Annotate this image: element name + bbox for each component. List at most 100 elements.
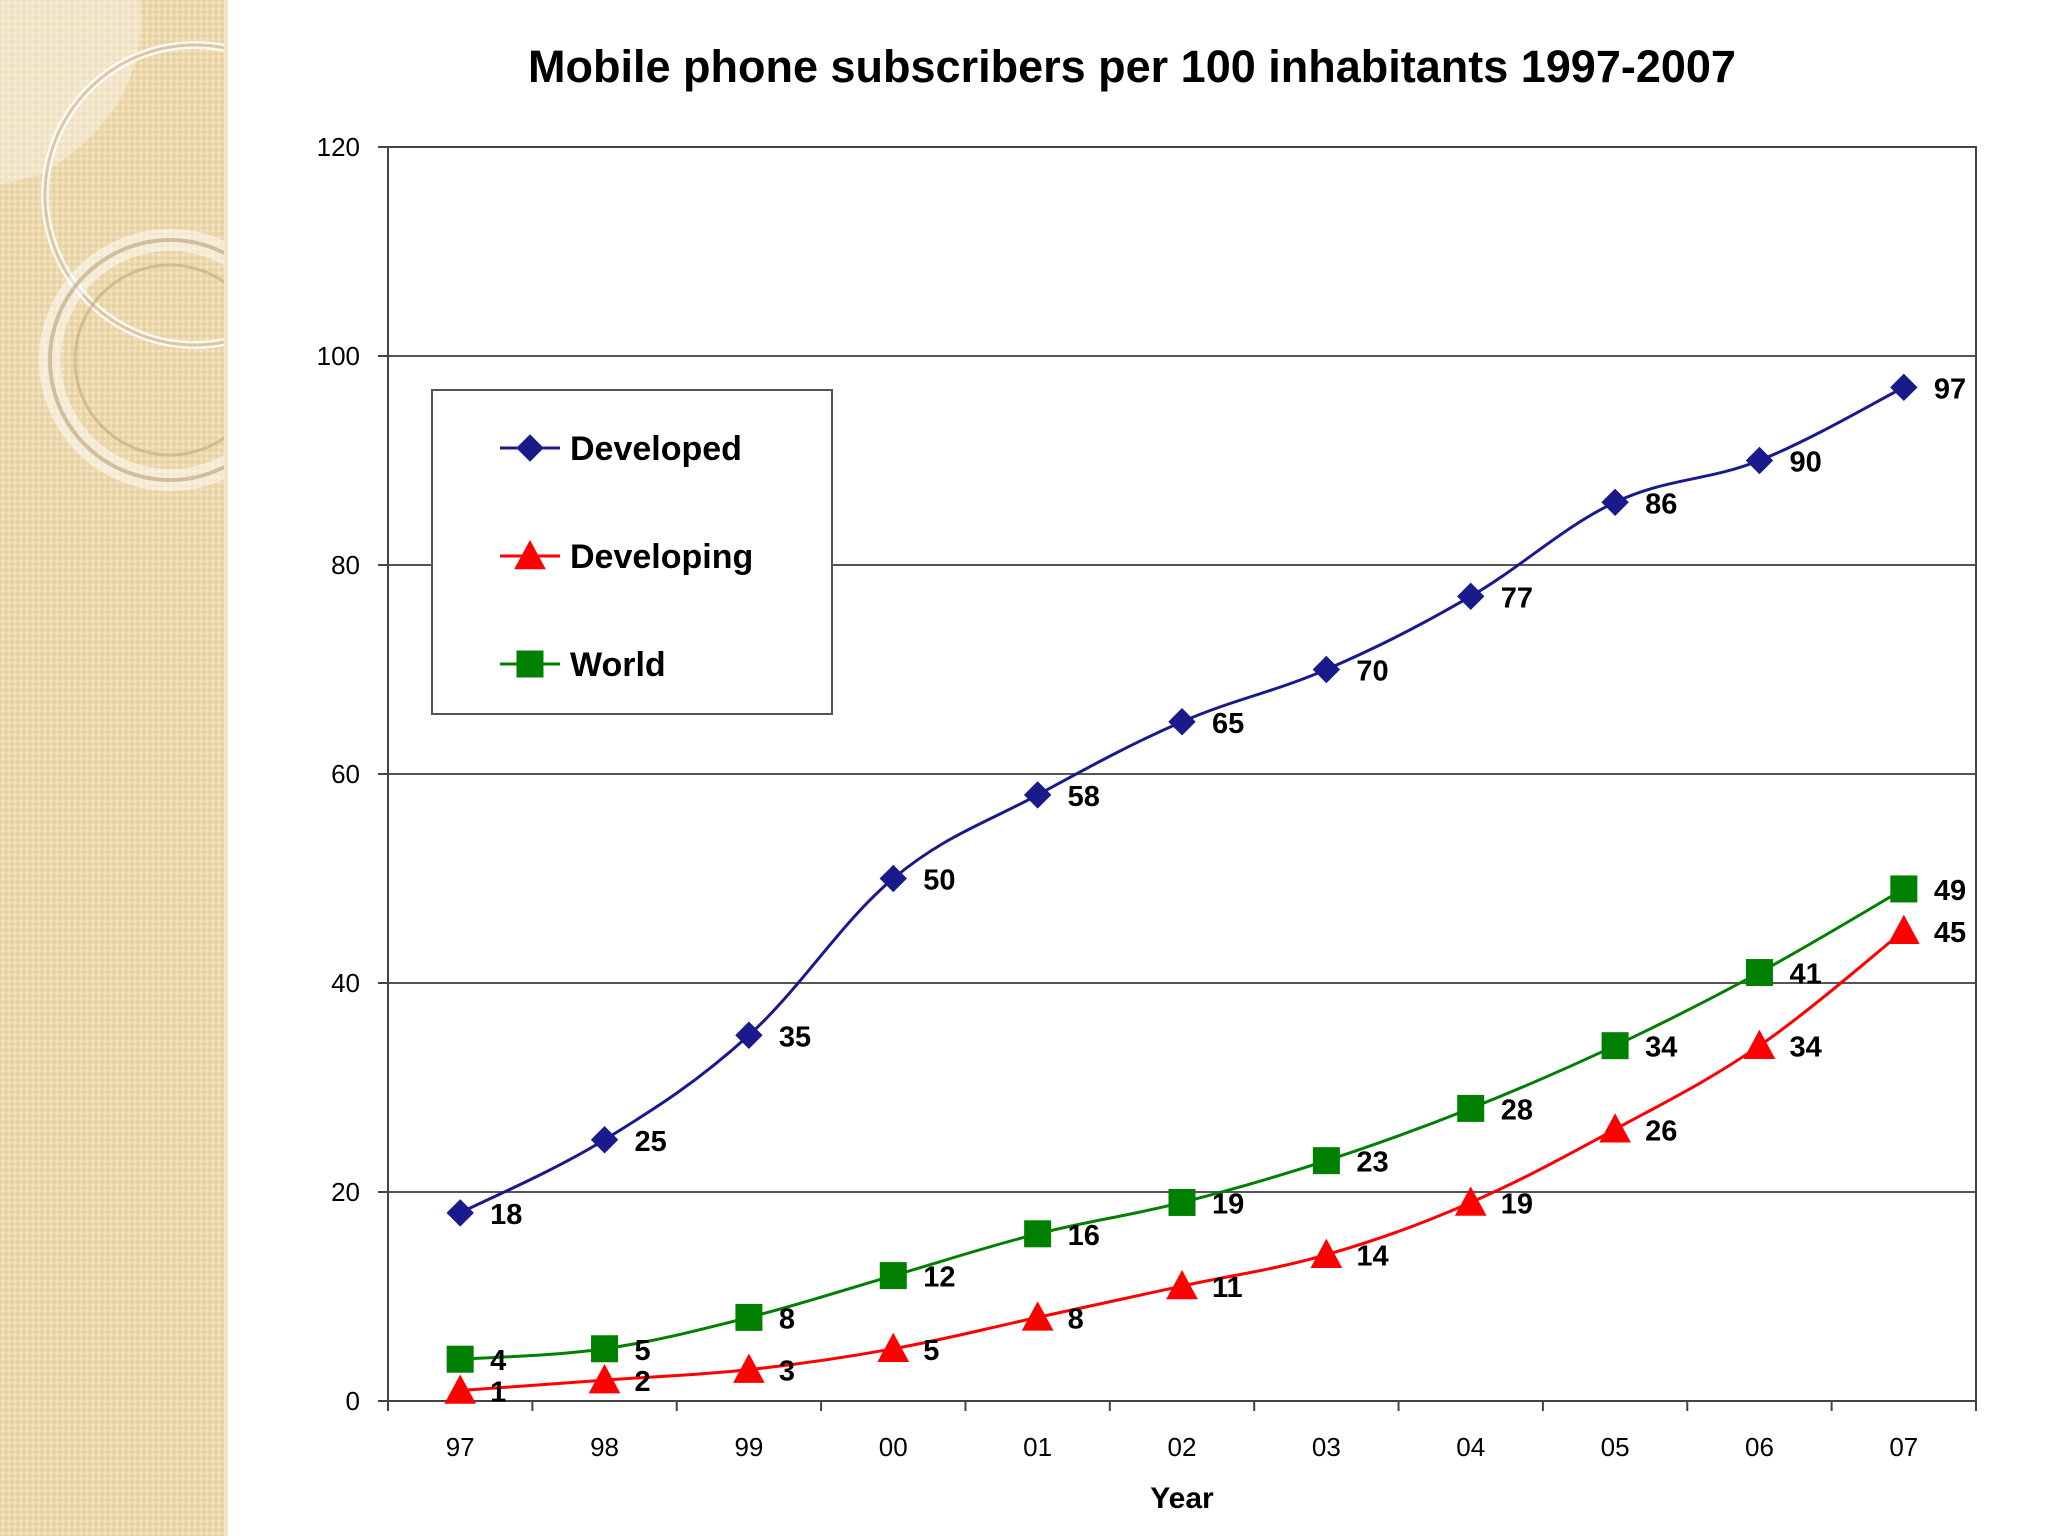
developed-marker: [1890, 373, 1918, 402]
developed-marker: [735, 1021, 763, 1049]
developing-data-label: 3: [779, 1356, 795, 1388]
developing-marker: [1166, 1269, 1198, 1300]
legend-world-icon: [516, 650, 544, 678]
developed-marker: [590, 1126, 619, 1154]
x-tick-label: 02: [1168, 1432, 1197, 1462]
developed-marker: [1457, 582, 1485, 611]
developing-data-label: 2: [635, 1366, 651, 1398]
developing-data-label: 19: [1501, 1188, 1533, 1220]
legend-item-developed: Developed: [500, 430, 742, 468]
x-tick-label: 06: [1745, 1432, 1774, 1462]
legend-developed-icon: [516, 434, 544, 462]
developing-data-label: 8: [1068, 1303, 1084, 1335]
world-marker: [1168, 1188, 1196, 1216]
x-tick-label: 01: [1023, 1432, 1052, 1462]
world-marker: [1601, 1032, 1629, 1060]
decorative-rings-icon: [0, 0, 228, 491]
series-line-developing: [460, 929, 1905, 1393]
developing-marker: [1310, 1238, 1343, 1268]
developed-marker: [879, 864, 907, 893]
world-data-label: 19: [1212, 1188, 1244, 1220]
world-data-label: 5: [635, 1335, 651, 1367]
developed-marker: [1745, 446, 1774, 475]
developing-data-label: 1: [490, 1377, 506, 1409]
legend-label-world: World: [570, 646, 666, 684]
x-tick-label: 00: [879, 1432, 908, 1462]
x-tick-label: 97: [446, 1432, 475, 1462]
world-marker: [735, 1303, 763, 1331]
world-data-label: 8: [779, 1303, 795, 1335]
developed-data-label: 70: [1356, 656, 1388, 688]
developing-data-label: 34: [1789, 1032, 1821, 1064]
developing-data-label: 14: [1356, 1241, 1388, 1273]
x-tick-label: 98: [590, 1432, 619, 1462]
x-tick-label: 99: [734, 1432, 763, 1462]
developed-data-label: 18: [490, 1199, 522, 1231]
world-marker: [879, 1262, 907, 1290]
world-marker: [446, 1345, 474, 1373]
legend-label-developed: Developed: [570, 430, 742, 468]
developing-marker: [1887, 914, 1920, 944]
developing-marker: [733, 1353, 765, 1383]
decorative-sidebar: [0, 0, 228, 1536]
developing-data-label: 26: [1645, 1115, 1677, 1147]
developed-data-label: 90: [1789, 447, 1821, 479]
developed-data-label: 58: [1068, 781, 1100, 813]
developed-data-label: 35: [779, 1021, 811, 1053]
y-tick-label: 40: [331, 968, 360, 998]
world-marker: [1745, 959, 1773, 987]
world-data-label: 16: [1068, 1220, 1100, 1252]
world-marker: [1312, 1147, 1340, 1175]
world-data-label: 34: [1645, 1032, 1677, 1064]
world-data-label: 41: [1789, 959, 1821, 991]
legend-label-developing: Developing: [570, 538, 753, 576]
developing-marker: [1454, 1186, 1487, 1216]
world-marker: [591, 1335, 619, 1363]
developed-data-label: 77: [1501, 582, 1533, 614]
chart-title: Mobile phone subscribers per 100 inhabit…: [528, 41, 1736, 92]
developing-marker: [877, 1332, 910, 1362]
developing-data-label: 45: [1934, 917, 1966, 949]
world-data-label: 49: [1934, 875, 1966, 907]
y-tick-label: 120: [317, 132, 360, 162]
y-tick-label: 60: [331, 759, 360, 789]
developing-marker: [1743, 1029, 1776, 1059]
legend-developing-icon: [514, 539, 546, 570]
x-tick-label: 05: [1601, 1432, 1630, 1462]
x-axis-title: Year: [1150, 1482, 1214, 1515]
y-tick-label: 20: [331, 1177, 360, 1207]
developing-marker: [1021, 1301, 1054, 1331]
developed-data-label: 97: [1934, 373, 1966, 405]
world-marker: [1890, 875, 1918, 903]
legend-item-developing: Developing: [500, 538, 753, 576]
developing-marker: [588, 1364, 621, 1394]
legend-item-world: World: [500, 646, 666, 684]
x-tick-label: 07: [1889, 1432, 1918, 1462]
developed-marker: [446, 1199, 474, 1227]
developing-marker: [444, 1374, 477, 1404]
x-tick-label: 03: [1312, 1432, 1341, 1462]
developing-data-label: 5: [923, 1335, 939, 1367]
y-tick-label: 100: [317, 341, 360, 371]
sidebar-edge: [224, 0, 228, 1536]
developing-marker: [1599, 1113, 1631, 1143]
x-axis: 97 98 99 00 01 02 03 04 05 06 07: [387, 1401, 1977, 1462]
world-data-label: 4: [490, 1345, 506, 1377]
developing-data-label: 11: [1212, 1272, 1243, 1304]
legend-box: [431, 389, 833, 715]
developed-data-label: 86: [1645, 488, 1677, 520]
x-tick-label: 04: [1456, 1432, 1485, 1462]
developed-marker: [1023, 781, 1052, 809]
series-developed: 18 25 35 50 58 65 70 77 86 90 97: [446, 373, 1966, 1231]
y-tick-label: 0: [346, 1386, 360, 1416]
world-data-label: 23: [1356, 1147, 1388, 1179]
world-data-label: 28: [1501, 1094, 1533, 1126]
world-marker: [1457, 1094, 1485, 1122]
developed-marker: [1168, 708, 1196, 736]
world-data-label: 12: [923, 1262, 955, 1294]
